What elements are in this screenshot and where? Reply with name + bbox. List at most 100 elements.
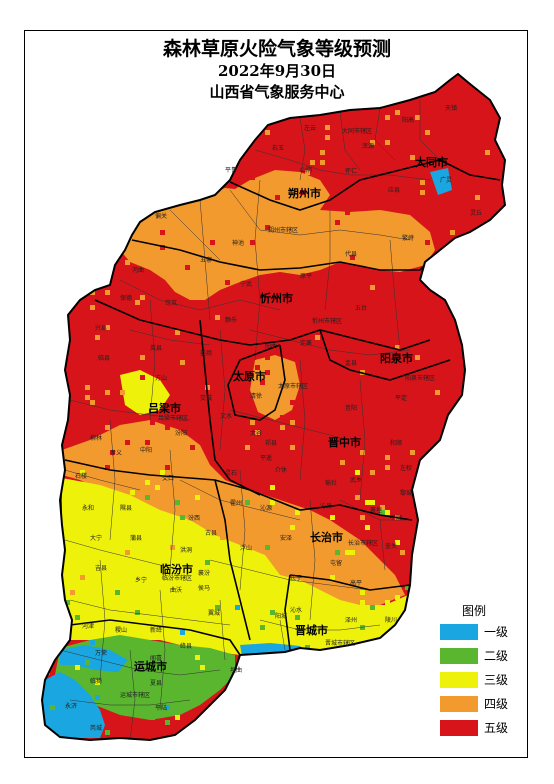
legend-item-level-2: 二级 (440, 648, 530, 668)
risk-texture-cell (455, 560, 460, 565)
risk-texture-cell (395, 540, 400, 545)
risk-texture-cell (455, 425, 460, 430)
risk-texture-cell (260, 265, 265, 270)
county-label: 五寨 (200, 256, 212, 264)
risk-texture-cell (430, 685, 435, 690)
county-label: 安泽 (280, 534, 292, 542)
risk-texture-cell (265, 715, 270, 720)
risk-texture-cell (75, 140, 80, 145)
county-label: 孝义 (110, 449, 122, 457)
risk-texture-cell (445, 520, 450, 525)
risk-texture-cell (75, 80, 80, 85)
risk-texture-cell (325, 135, 330, 140)
risk-texture-cell (95, 80, 100, 85)
risk-texture-cell (180, 515, 185, 520)
risk-texture-cell (185, 310, 190, 315)
risk-texture-cell (230, 560, 235, 565)
county-label: 沁县 (320, 502, 332, 510)
county-label: 平遥 (260, 454, 272, 462)
risk-texture-cell (50, 175, 55, 180)
risk-texture-cell (135, 235, 140, 240)
risk-texture-cell (260, 345, 265, 350)
county-label: 汾阳 (175, 429, 187, 437)
risk-texture-cell (85, 110, 90, 115)
county-label: 兴县 (95, 324, 107, 332)
risk-texture-cell (275, 195, 280, 200)
risk-texture-cell (370, 605, 375, 610)
risk-texture-cell (300, 285, 305, 290)
risk-texture-cell (90, 305, 95, 310)
risk-texture-cell (105, 465, 110, 470)
risk-texture-cell (300, 705, 305, 710)
county-label: 山阴 (300, 166, 312, 174)
county-label: 大同市辖区 (342, 127, 372, 135)
risk-texture-cell (255, 365, 260, 370)
county-label: 阳泉市辖区 (405, 374, 435, 382)
risk-texture-cell (50, 450, 55, 455)
legend-item-level-4: 四级 (440, 696, 530, 716)
county-label: 曲沃 (170, 586, 182, 594)
risk-texture-cell (215, 605, 220, 610)
risk-texture-cell (195, 140, 200, 145)
county-label: 乡宁 (135, 576, 147, 584)
risk-texture-cell (420, 730, 425, 735)
risk-texture-cell (205, 630, 210, 635)
risk-texture-cell (210, 240, 215, 245)
risk-texture-cell (85, 395, 90, 400)
risk-texture-cell (42, 200, 45, 205)
risk-texture-cell (240, 75, 245, 80)
county-label: 清徐 (250, 392, 262, 400)
county-label: 吕梁市辖区 (158, 414, 188, 422)
risk-texture-cell (250, 700, 255, 705)
county-label: 交城 (200, 394, 212, 402)
risk-texture-cell (380, 505, 385, 510)
county-label: 太谷 (250, 429, 262, 437)
risk-texture-cell (195, 730, 200, 735)
legend-swatch-level-2 (440, 648, 478, 664)
county-label: 岢岚 (165, 300, 177, 307)
risk-texture-cell (150, 420, 155, 425)
risk-texture-cell (410, 590, 415, 595)
level-3-zone-lvliang (120, 370, 170, 415)
risk-texture-cell (125, 440, 130, 445)
county-label: 灵丘 (470, 210, 482, 217)
risk-texture-cell (475, 74, 480, 75)
risk-texture-cell (270, 610, 275, 615)
risk-texture-cell (455, 430, 460, 435)
risk-texture-cell (230, 435, 235, 440)
risk-texture-cell (265, 225, 270, 230)
risk-texture-cell (425, 240, 430, 245)
risk-texture-cell (420, 725, 425, 730)
risk-texture-cell (400, 550, 405, 555)
county-label: 长治市辖区 (348, 539, 378, 547)
county-label: 高平 (350, 579, 362, 587)
risk-texture-cell (360, 450, 365, 455)
risk-texture-cell (120, 100, 125, 105)
county-label: 文水 (220, 412, 232, 420)
risk-texture-cell (150, 415, 155, 420)
risk-texture-cell (205, 560, 210, 565)
risk-texture-cell (405, 300, 410, 305)
county-label: 广灵 (440, 176, 452, 184)
risk-texture-cell (325, 125, 330, 130)
risk-texture-cell (265, 130, 270, 135)
legend-item-level-3: 三级 (440, 672, 530, 692)
county-label: 平鲁 (225, 166, 237, 174)
risk-texture-cell (470, 470, 475, 475)
county-label: 怀仁 (345, 167, 357, 175)
risk-texture-cell (45, 600, 50, 605)
risk-texture-cell (385, 510, 390, 515)
risk-texture-cell (245, 500, 250, 505)
county-label: 壶关 (385, 542, 397, 550)
county-label: 忻州市辖区 (312, 317, 342, 325)
risk-texture-cell (310, 550, 315, 555)
risk-texture-cell (160, 230, 165, 235)
risk-texture-cell (365, 500, 370, 505)
risk-texture-cell (165, 705, 170, 710)
risk-texture-cell (155, 485, 160, 490)
city-label-linfen: 临汾市 (160, 562, 193, 576)
risk-texture-cell (465, 500, 470, 505)
risk-texture-cell (90, 395, 95, 400)
risk-texture-cell (270, 485, 275, 490)
risk-texture-cell (145, 565, 150, 570)
